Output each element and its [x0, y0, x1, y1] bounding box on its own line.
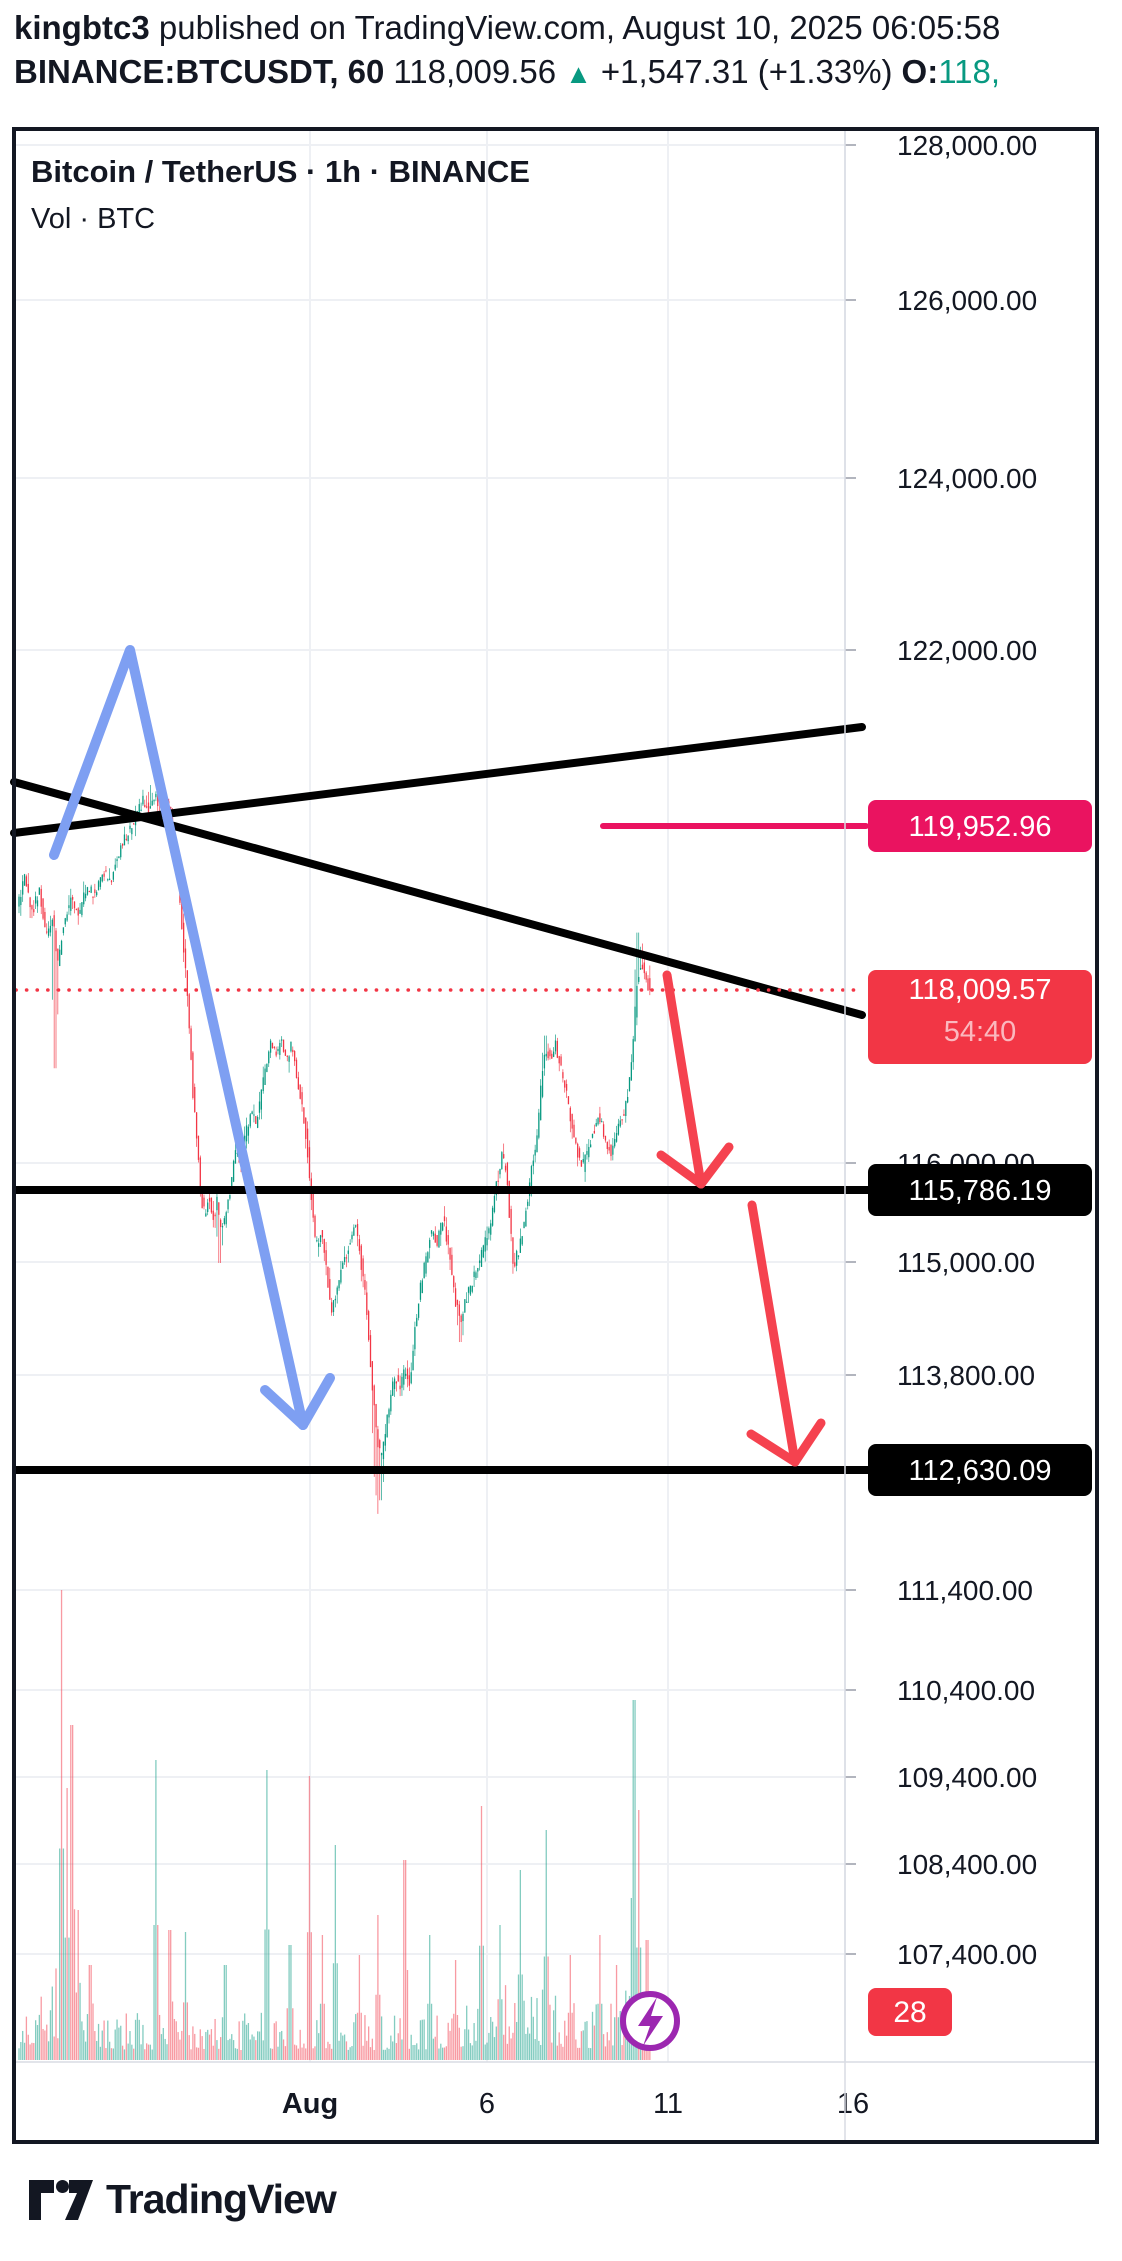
- y-tick-label: 108,400.00: [897, 1849, 1037, 1880]
- y-tick-label: 107,400.00: [897, 1939, 1037, 1970]
- svg-text:28: 28: [893, 1996, 926, 2029]
- open-label: O:: [901, 53, 939, 90]
- y-tick-label: 128,000.00: [897, 130, 1037, 161]
- x-tick-label: Aug: [282, 2088, 338, 2120]
- blue-arrow[interactable]: [49, 645, 335, 1430]
- y-tick-label: 115,000.00: [897, 1247, 1035, 1278]
- red-arrow-2[interactable]: [746, 1200, 826, 1467]
- alert-price-text: 119,952.96: [909, 811, 1052, 843]
- header: kingbtc3 published on TradingView.com, A…: [14, 6, 1122, 96]
- publish-line: kingbtc3 published on TradingView.com, A…: [14, 6, 1122, 50]
- x-tick-label: 6: [479, 2088, 495, 2120]
- support-price-text: 112,630.09: [909, 1455, 1052, 1487]
- author-name: kingbtc3: [14, 9, 150, 46]
- grid: [16, 131, 846, 2062]
- symbol-name: BINANCE:BTCUSDT, 60: [14, 53, 385, 90]
- y-tick-label: 126,000.00: [897, 285, 1037, 316]
- volume-value-badge: 28: [868, 1988, 952, 2036]
- y-tick-label: 110,400.00: [897, 1675, 1035, 1706]
- candles: [18, 784, 651, 1514]
- y-tick-label: 124,000.00: [897, 463, 1037, 494]
- y-tick-label: 109,400.00: [897, 1762, 1037, 1793]
- support-price-text: 115,786.19: [909, 1175, 1052, 1207]
- publish-text: published on TradingView.com, August 10,…: [149, 9, 1001, 46]
- y-axis[interactable]: 128,000.00 126,000.00 124,000.00 122,000.00…: [845, 130, 1037, 1970]
- alert-price-label: [868, 800, 1092, 852]
- last-price-label: [868, 970, 1092, 1064]
- x-tick-label: 16: [837, 2088, 869, 2120]
- last-price-text: 118,009.57: [909, 974, 1052, 1006]
- x-tick-label: 11: [653, 2088, 683, 2120]
- symbol-line: BINANCE:BTCUSDT, 60 118,009.56 ▲ +1,547.31 …: [14, 50, 1122, 96]
- red-arrow-1[interactable]: [656, 970, 734, 1189]
- countdown-text: 54:40: [944, 1016, 1017, 1048]
- y-tick-label: 113,800.00: [897, 1360, 1035, 1391]
- y-tick-label: 122,000.00: [897, 635, 1037, 666]
- tradingview-logo-icon: [29, 2179, 93, 2220]
- last-price: 118,009.56: [393, 53, 557, 90]
- trendline-lower[interactable]: [10, 778, 866, 1019]
- up-triangle-icon: ▲: [565, 59, 592, 89]
- support-price-label: [868, 1164, 1092, 1216]
- open-value: 118,: [938, 53, 1000, 90]
- y-tick-label: 111,400.00: [897, 1575, 1033, 1606]
- footer: TradingView: [28, 2176, 337, 2223]
- price-change: +1,547.31 (+1.33%): [600, 53, 893, 90]
- support-price-label: [868, 1444, 1092, 1496]
- boost-icon[interactable]: [620, 1991, 680, 2051]
- tradingview-logo-text: TradingView: [106, 2176, 337, 2222]
- x-axis[interactable]: Aug 6 11 16: [282, 2088, 869, 2120]
- chart-frame: [12, 127, 1099, 2144]
- trendline-upper[interactable]: [10, 723, 866, 837]
- volume-bars: [18, 1590, 651, 2060]
